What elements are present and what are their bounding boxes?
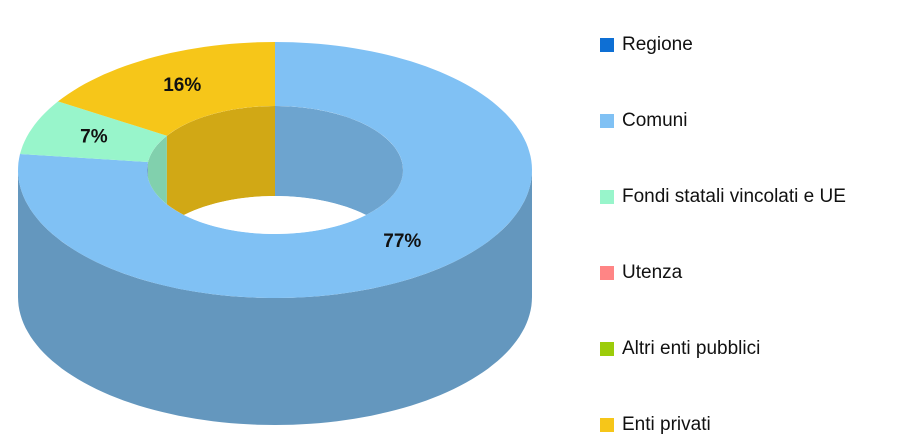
data-label: 77%: [383, 231, 421, 252]
legend-swatch: [600, 266, 614, 280]
inner-wall: [275, 106, 403, 234]
label-layer: 77% 7% 16%: [80, 75, 421, 252]
legend-label: Regione: [622, 34, 693, 55]
legend-swatch: [600, 114, 614, 128]
data-label: 16%: [163, 75, 201, 96]
side-layer: [18, 170, 532, 425]
slice: [18, 42, 532, 298]
slice: [20, 101, 167, 162]
legend-swatch: [600, 342, 614, 356]
legend-swatch: [600, 418, 614, 432]
legend-label: Enti privati: [622, 414, 711, 435]
legend-swatch: [600, 190, 614, 204]
legend-label: Fondi statali vincolati e UE: [622, 186, 846, 207]
legend-label: Comuni: [622, 110, 687, 131]
legend-swatch: [600, 38, 614, 52]
slice: [58, 42, 275, 136]
data-label: 7%: [80, 126, 108, 147]
legend-label: Utenza: [622, 262, 683, 283]
slice-side: [18, 170, 532, 425]
inner-wall: [166, 106, 275, 226]
legend: Regione Comuni Fondi statali vincolati e U…: [600, 34, 846, 435]
top-layer: [18, 42, 532, 298]
legend-label: Altri enti pubblici: [622, 338, 760, 359]
